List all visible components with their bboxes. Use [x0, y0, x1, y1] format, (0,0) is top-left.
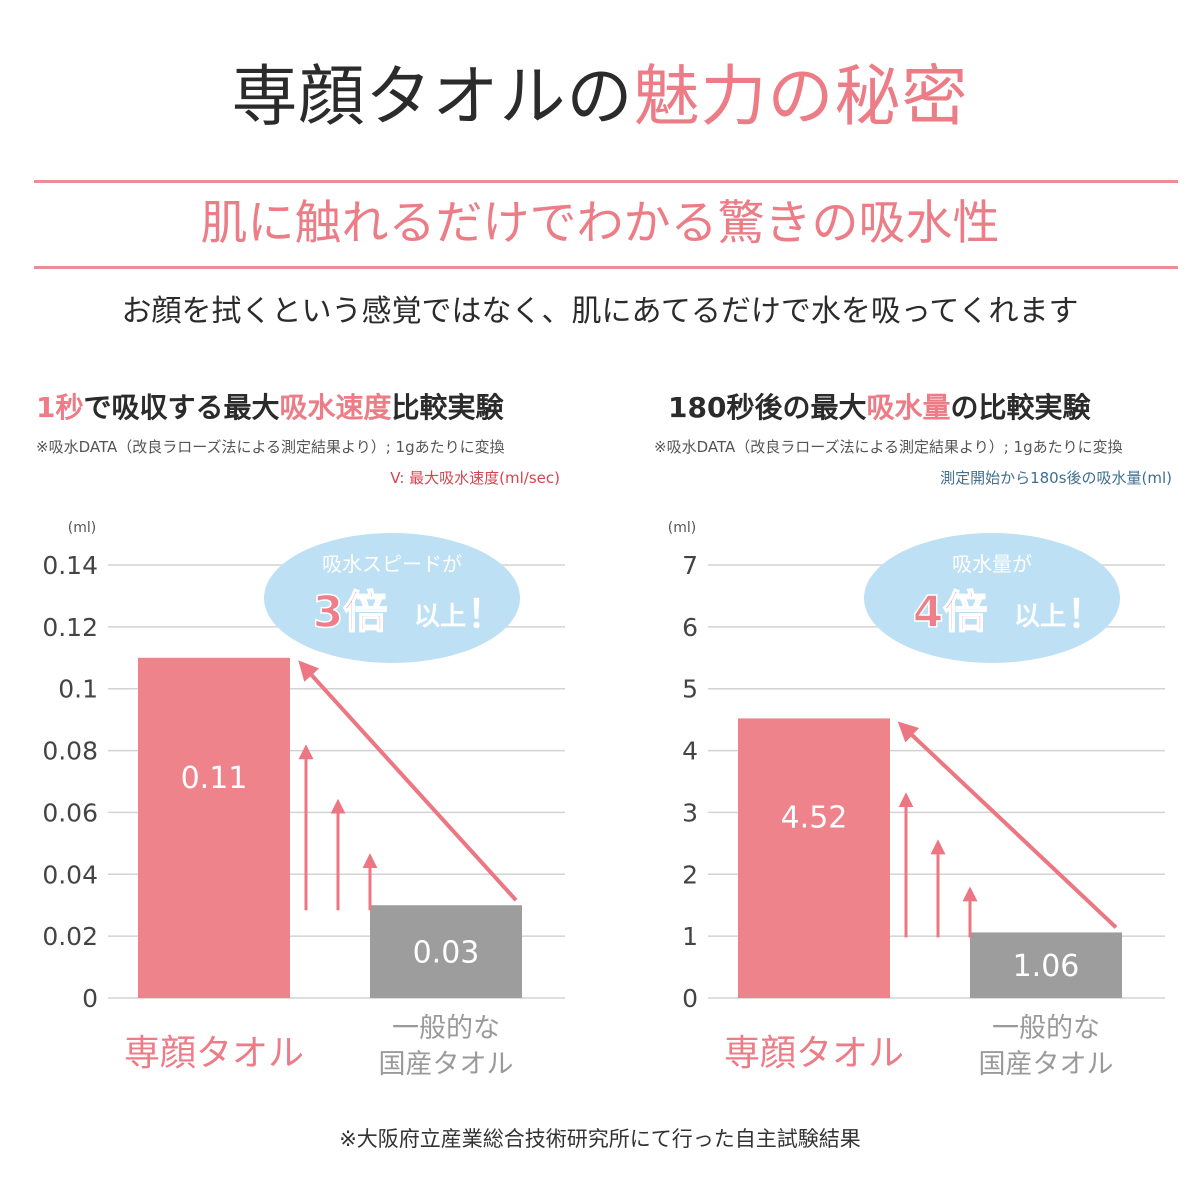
chart1-category-label-2: 一般的な [392, 1013, 500, 1044]
chart2-ytick-label: 5 [682, 675, 698, 704]
chart1-ytick-label: 0.06 [42, 798, 98, 827]
chart1-category-label-1: 専顔タオル [124, 1033, 304, 1074]
chart2-highlight-bubble: 吸水量が 4倍 以上！ [864, 533, 1120, 663]
chart1-unit-label: (ml) [68, 520, 96, 536]
chart1-ytick-label: 0.12 [42, 613, 98, 642]
panel1-title-part4: 比較実験 [391, 391, 504, 424]
panel2-title-part3: 吸水量 [866, 391, 951, 424]
chart1-bubble-suffix: 以上 [414, 602, 466, 632]
bottom-divider [34, 266, 1178, 269]
chart1-ytick-label: 0.14 [42, 551, 98, 580]
chart2-bubble-bang: ！ [1067, 592, 1105, 636]
section-subtitle: 肌に触れるだけでわかる驚きの吸水性 [200, 196, 1000, 251]
page-title-accent: 魅力の秘密 [633, 58, 969, 135]
panel2-legend: 測定開始から180s後の吸水量(ml) [940, 469, 1172, 487]
panel2-title-part4: の比較実験 [950, 391, 1091, 424]
chart2-category-label-1: 専顔タオル [724, 1033, 904, 1074]
chart1-ytick-label: 0.08 [42, 737, 98, 766]
chart1-category-label-2: 国産タオル [379, 1049, 514, 1080]
chart1-big-arrow [298, 660, 518, 902]
chart1-ytick-label: 0.1 [58, 675, 98, 704]
panel1-title-part2: で吸収する最大 [83, 391, 280, 424]
panel1-legend: V: 最大吸水速度(ml/sec) [390, 469, 560, 487]
footnote: ※大阪府立産業総合技術研究所にて行った自主試験結果 [339, 1127, 861, 1151]
panel1-note: ※吸水DATA（改良ラローズ法による測定結果より）; 1gあたりに変換 [36, 438, 505, 456]
chart1-ytick-label: 0.04 [42, 860, 98, 889]
chart2-bar-1 [738, 718, 890, 998]
panel2-note: ※吸水DATA（改良ラローズ法による測定結果より）; 1gあたりに変換 [654, 438, 1123, 456]
chart2-value-label-2: 1.06 [1013, 949, 1080, 984]
chart2-ytick-label: 3 [682, 798, 698, 827]
chart1-bubble-multiplier: 3倍 [313, 587, 388, 638]
chart2-category-label-2: 一般的な [992, 1013, 1100, 1044]
chart2-category-label-2: 国産タオル [979, 1049, 1114, 1080]
panel1-title: 1秒で吸収する最大吸水速度比較実験 [36, 385, 504, 431]
panel1-title-part3: 吸水速度 [279, 391, 392, 424]
page-title: 専顔タオルの魅力の秘密 [0, 52, 1200, 142]
chart2-ytick-label: 7 [682, 551, 698, 580]
panel2-title-part2: 180秒後の最大 [668, 391, 867, 424]
chart2-bubble-suffix: 以上 [1014, 602, 1066, 632]
chart1-bubble-shape [264, 533, 520, 663]
volume-chart: (ml) 0 1 2 3 4 5 6 7 吸水量が 4倍 以上 ！ 4.52 1.06 専顔タオル 一般的な国産… [668, 520, 1165, 1080]
chart1-bar-2 [370, 905, 522, 998]
chart1-value-label-1: 0.11 [181, 761, 248, 796]
tagline: お顔を拭くという感覚ではなく、肌にあてるだけで水を吸ってくれます [121, 294, 1079, 329]
chart2-big-arrow [897, 721, 1118, 929]
chart1-ytick-label: 0 [82, 984, 98, 1013]
chart2-ytick-label: 1 [682, 922, 698, 951]
page-title-prefix: 専顔タオルの [231, 58, 634, 135]
chart1-value-label-2: 0.03 [413, 936, 480, 971]
chart1-bubble-line1: 吸水スピードが [322, 552, 462, 576]
chart1-bubble-bang: ！ [467, 592, 505, 636]
panel2-title: 180秒後の最大吸水量の比較実験 [668, 385, 1090, 431]
panel1-title-part1: 1秒 [36, 391, 84, 424]
chart2-bubble-shape [864, 533, 1120, 663]
chart2-bubble-multiplier: 4倍 [913, 587, 988, 638]
chart1-bar-1 [138, 657, 290, 998]
chart2-ytick-label: 4 [682, 737, 698, 766]
speed-chart: (ml) 0 0.02 0.04 0.06 0.08 0.1 0.12 0.14 吸水スピードが 3… [42, 520, 565, 1080]
chart2-ytick-label: 2 [682, 860, 698, 889]
chart2-ytick-label: 6 [682, 613, 698, 642]
chart2-bubble-line1: 吸水量が [952, 552, 1032, 576]
chart2-ytick-label: 0 [682, 984, 698, 1013]
chart1-ytick-label: 0.02 [42, 922, 98, 951]
chart2-unit-label: (ml) [668, 520, 696, 536]
chart2-bar-2 [970, 932, 1122, 998]
chart1-highlight-bubble: 吸水スピードが 3倍 以上！ [264, 533, 520, 663]
chart2-value-label-1: 4.52 [781, 800, 848, 835]
top-divider [34, 180, 1178, 183]
